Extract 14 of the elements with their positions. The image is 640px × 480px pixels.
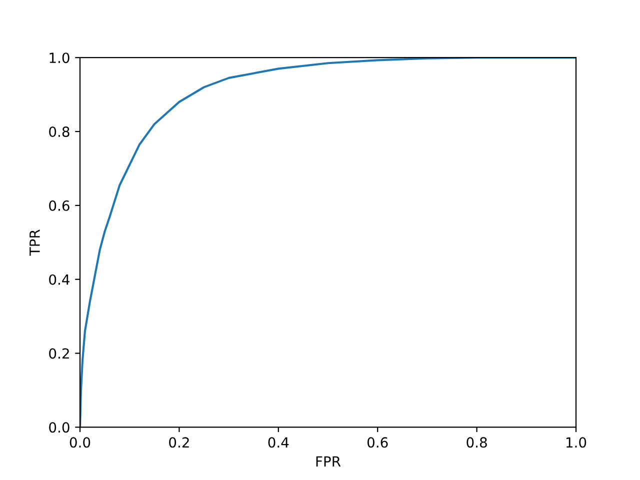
y-tick-label: 0.2: [49, 348, 69, 359]
y-tick-label: 0.4: [49, 274, 70, 285]
y-tick-label: 0.0: [49, 422, 70, 433]
x-tick-label: 0.8: [466, 437, 487, 448]
x-tick-label: 0.2: [169, 437, 189, 448]
x-tick-label: 0.4: [268, 437, 289, 448]
y-tick-label: 1.0: [50, 52, 70, 64]
y-tick-label: 0.6: [49, 200, 70, 211]
y-tick-label: 0.8: [49, 126, 70, 137]
x-tick-label: 0.0: [70, 437, 90, 448]
x-axis-title: FPR: [316, 456, 341, 466]
y-axis-title: TPR: [30, 230, 40, 256]
x-tick-label: 0.6: [367, 437, 388, 448]
x-tick-label: 1.0: [566, 437, 586, 448]
